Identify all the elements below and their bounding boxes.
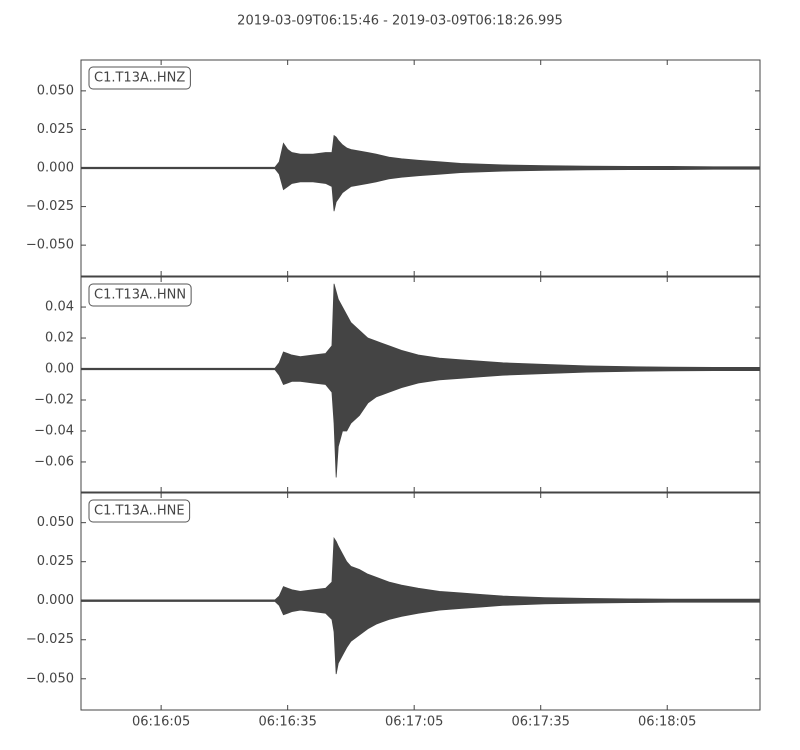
x-tick-label: 06:16:05: [132, 715, 190, 730]
panel-frame: [80, 276, 761, 493]
y-tick-label: −0.02: [34, 392, 74, 407]
y-tick-label: 0.025: [37, 554, 74, 569]
trace-label: C1.T13A..HNE: [94, 504, 185, 519]
waveform-envelope: [80, 600, 761, 675]
waveform-envelope: [80, 368, 761, 478]
y-tick-label: −0.025: [26, 632, 74, 647]
y-tick-label: 0.025: [37, 122, 74, 137]
y-tick-label: −0.06: [34, 454, 74, 469]
y-tick-label: 0.050: [37, 83, 74, 98]
y-tick-label: −0.025: [26, 199, 74, 214]
trace-label-box: [88, 66, 191, 90]
x-tick-label: 06:17:35: [512, 715, 570, 730]
y-tick-label: 0.000: [37, 593, 74, 608]
waveform-envelope: [80, 134, 761, 169]
y-tick-label: 0.000: [37, 161, 74, 176]
x-tick-label: 06:16:35: [258, 715, 316, 730]
trace-label: C1.T13A..HNZ: [94, 71, 185, 86]
x-tick-label: 06:17:05: [385, 715, 443, 730]
waveform-envelope: [80, 167, 761, 212]
chart-title: 2019-03-09T06:15:46 - 2019-03-09T06:18:2…: [237, 14, 563, 29]
x-tick-label: 06:18:05: [638, 715, 696, 730]
trace-label-box: [88, 283, 192, 307]
y-tick-label: 0.04: [45, 300, 74, 315]
y-tick-label: 0.00: [45, 362, 74, 377]
y-tick-label: −0.04: [34, 423, 74, 438]
waveform-envelope: [80, 537, 761, 602]
trace-label-box: [88, 499, 191, 523]
waveform-envelope: [80, 283, 761, 370]
panel-frame: [80, 59, 761, 277]
y-tick-label: 0.02: [45, 331, 74, 346]
panel-frame: [80, 492, 761, 711]
y-tick-label: 0.050: [37, 515, 74, 530]
y-tick-label: −0.050: [26, 238, 74, 253]
trace-label: C1.T13A..HNN: [94, 288, 186, 303]
y-tick-label: −0.050: [26, 671, 74, 686]
